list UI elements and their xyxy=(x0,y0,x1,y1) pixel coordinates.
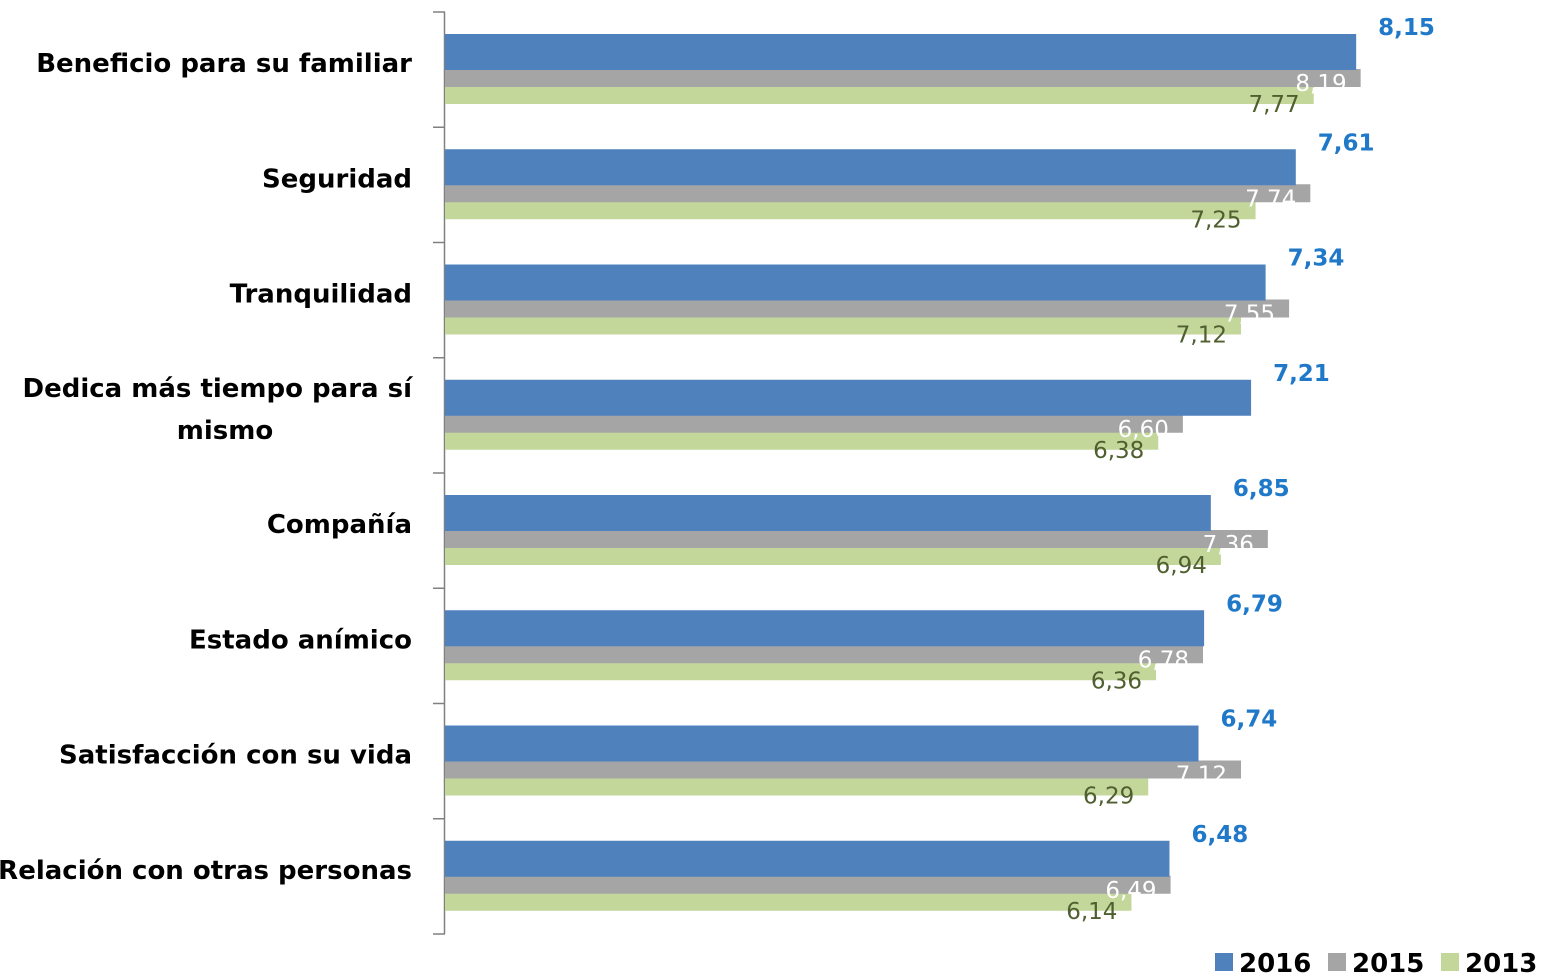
bar-2013 xyxy=(445,662,1157,681)
value-label-2013: 6,38 xyxy=(1093,438,1144,464)
bar-2013 xyxy=(445,201,1256,220)
value-labels-layer: 7,77 7,25 7,12 6,38 6,94 6,36 6,29 6,14 8,19 7,74… xyxy=(1066,15,1435,925)
legend-label-2015: 2015 xyxy=(1352,949,1424,975)
legend-label-2013: 2013 xyxy=(1465,949,1537,975)
bar-2015 xyxy=(445,184,1311,203)
bar-2015 xyxy=(445,530,1268,548)
bar-2013 xyxy=(445,547,1221,565)
bar-2013 xyxy=(445,431,1159,450)
bar-2016 xyxy=(445,495,1211,531)
bar-2016 xyxy=(445,149,1296,186)
value-label-2016: 7,21 xyxy=(1273,361,1330,387)
category-label: Beneficio para su familiar xyxy=(36,49,412,79)
value-label-2015: 8,19 xyxy=(1295,71,1346,97)
bar-2015 xyxy=(445,299,1290,318)
value-label-2016: 7,34 xyxy=(1288,246,1345,272)
category-label: Dedica más tiempo para sí xyxy=(23,374,415,404)
bar-2016 xyxy=(445,610,1205,647)
value-label-2016: 6,74 xyxy=(1221,707,1278,733)
value-label-2015: 7,55 xyxy=(1224,302,1275,328)
category-labels-layer: Beneficio para su familiar Seguridad Tranq… xyxy=(0,49,414,886)
bar-2016 xyxy=(445,840,1170,877)
bar-2015 xyxy=(445,645,1204,664)
value-label-2016: 8,15 xyxy=(1378,15,1435,41)
bar-2013 xyxy=(445,777,1149,796)
value-label-2015: 7,74 xyxy=(1245,186,1296,212)
bar-2013 xyxy=(445,892,1132,911)
bar-2015 xyxy=(445,414,1183,433)
legend-label-2016: 2016 xyxy=(1239,949,1311,975)
value-label-2016: 6,79 xyxy=(1226,591,1283,617)
value-label-2013: 6,29 xyxy=(1083,784,1134,810)
value-label-2013: 6,94 xyxy=(1156,553,1207,579)
category-label: Estado anímico xyxy=(189,625,412,655)
bar-2015 xyxy=(445,760,1242,779)
bar-2015 xyxy=(445,875,1171,894)
value-label-2013: 6,36 xyxy=(1091,668,1142,694)
value-label-2013: 6,14 xyxy=(1066,899,1117,925)
value-label-2016: 7,61 xyxy=(1318,130,1375,156)
legend-swatch-2013 xyxy=(1441,953,1459,971)
legend: 2016 2015 2013 xyxy=(1215,949,1537,975)
value-label-2013: 7,25 xyxy=(1190,207,1241,233)
category-label: Relación con otras personas xyxy=(0,856,412,886)
bar-2013 xyxy=(445,86,1314,104)
value-label-2015: 6,60 xyxy=(1118,417,1169,443)
bar-2016 xyxy=(445,379,1252,416)
value-label-2016: 6,48 xyxy=(1191,822,1248,848)
category-label: Satisfacción con su vida xyxy=(59,741,412,771)
category-label: Compañía xyxy=(267,510,412,540)
bar-2016 xyxy=(445,34,1357,70)
axis-layer xyxy=(433,11,446,935)
bar-2013 xyxy=(445,316,1242,335)
value-label-2015: 6,49 xyxy=(1105,878,1156,904)
value-label-2016: 6,85 xyxy=(1233,476,1290,502)
category-label: Seguridad xyxy=(262,164,412,194)
legend-swatch-2015 xyxy=(1328,953,1346,971)
category-label: Tranquilidad xyxy=(230,280,412,310)
bars-layer xyxy=(445,34,1361,911)
value-label-2013: 7,12 xyxy=(1176,323,1227,349)
bar-2016 xyxy=(445,725,1199,762)
value-label-2015: 7,36 xyxy=(1203,532,1254,558)
bar-2016 xyxy=(445,264,1266,301)
value-label-2013: 7,77 xyxy=(1248,92,1299,118)
value-label-2015: 7,12 xyxy=(1176,763,1227,789)
value-label-2015: 6,78 xyxy=(1138,647,1189,673)
bar-2015 xyxy=(445,69,1361,87)
category-label: mismo xyxy=(177,416,273,446)
legend-swatch-2016 xyxy=(1215,953,1233,971)
